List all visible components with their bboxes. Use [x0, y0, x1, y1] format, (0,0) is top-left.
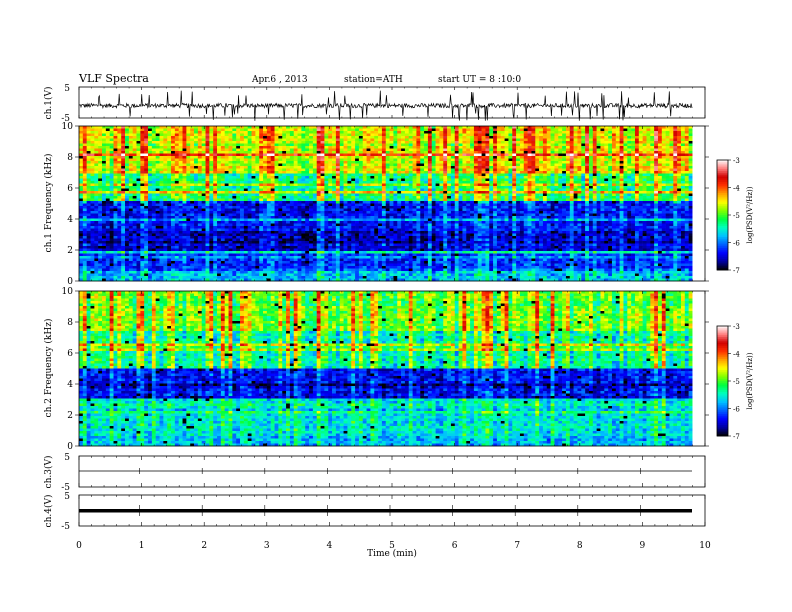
colorbar-tick-label: -6: [733, 406, 740, 414]
ch3-waveform-panel: 5 -5 ch.3(V): [43, 453, 705, 493]
ch1-ylabel: ch.1(V): [43, 87, 54, 120]
spec1-ytick-label: 0: [67, 277, 73, 287]
colorbar-tick-label: -5: [733, 378, 740, 386]
date-label: Apr.6 , 2013: [251, 75, 308, 85]
x-tick-label: 3: [264, 541, 270, 551]
spec2-ytick-label: 8: [67, 318, 73, 328]
ch2-spectrogram-ylabel: ch.2 Frequency (kHz): [43, 319, 54, 418]
colorbar-tick-label: -5: [733, 212, 740, 220]
start-ut-label: start UT = 8 :10:0: [438, 75, 521, 85]
spec2-ytick-label: 10: [62, 287, 74, 297]
ch4-ylabel: ch.4(V): [43, 495, 54, 528]
x-axis-label: Time (min): [367, 548, 417, 559]
colorbar-1-label: log(PSD(V²/Hz)): [746, 186, 754, 243]
ch4-ytick-bottom: -5: [61, 522, 70, 532]
colorbar-2-label: log(PSD(V²/Hz)): [746, 352, 754, 409]
x-tick-label: 9: [640, 541, 646, 551]
ch1-waveform-panel: 5 -5 ch.1(V): [43, 84, 705, 124]
ch4-ytick-top: 5: [64, 492, 70, 502]
ch4-waveform-panel: 5 -5 ch.4(V): [43, 492, 705, 532]
x-tick-label: 7: [514, 541, 520, 551]
ch2-spectrogram-cells: [79, 291, 705, 446]
colorbar-tick-label: -3: [733, 157, 740, 165]
colorbar-tick-label: -4: [733, 185, 740, 193]
spec1-ytick-label: 4: [67, 215, 73, 225]
station-label: station=ATH: [344, 75, 403, 85]
x-tick-label: 1: [139, 541, 145, 551]
spec2-ytick-label: 0: [67, 442, 73, 452]
ch1-waveform-trace: [79, 91, 693, 121]
x-tick-label: 2: [201, 541, 207, 551]
spec2-ytick-label: 4: [67, 380, 73, 390]
x-tick-label: 10: [699, 541, 711, 551]
ch3-ytick-top: 5: [64, 453, 70, 463]
ch1-spectrogram-ylabel: ch.1 Frequency (kHz): [43, 154, 54, 253]
colorbar-2: -3 -4 -5 -6 -7 log(PSD(V²/Hz)): [717, 323, 754, 441]
spec2-ytick-label: 6: [67, 349, 73, 359]
spec1-ytick-label: 2: [67, 246, 73, 256]
x-tick-label: 4: [327, 541, 333, 551]
colorbar-1: -3 -4 -5 -6 -7 log(PSD(V²/Hz)): [717, 157, 754, 275]
colorbar-tick-label: -6: [733, 240, 740, 248]
ch2-spectrogram-panel: 0 2 4 6 8 10 ch.2 Frequency (kHz): [43, 287, 709, 452]
ch1-spectrogram-cells: [79, 126, 705, 281]
x-tick-label: 8: [577, 541, 583, 551]
ch1-spectrogram-panel: 0 2 4 6 8 10 ch.1 Frequency (kHz): [43, 122, 709, 287]
spec2-ytick-label: 2: [67, 411, 73, 421]
ch1-ytick-top: 5: [64, 84, 70, 94]
spec1-ytick-label: 8: [67, 153, 73, 163]
ch4-waveform-trace: [79, 509, 692, 513]
colorbar-tick-label: -3: [733, 323, 740, 331]
figure-title: VLF Spectra: [78, 72, 149, 85]
x-tick-label: 6: [452, 541, 458, 551]
spec1-ytick-label: 10: [62, 122, 74, 132]
x-tick-label: 0: [76, 541, 82, 551]
vlf-spectra-figure: VLF Spectra Apr.6 , 2013 station=ATH sta…: [0, 0, 792, 612]
colorbar-tick-label: -7: [733, 267, 740, 275]
colorbar-tick-label: -7: [733, 433, 740, 441]
colorbar-tick-label: -4: [733, 351, 740, 359]
spec1-ytick-label: 6: [67, 184, 73, 194]
ch3-ylabel: ch.3(V): [43, 456, 54, 489]
